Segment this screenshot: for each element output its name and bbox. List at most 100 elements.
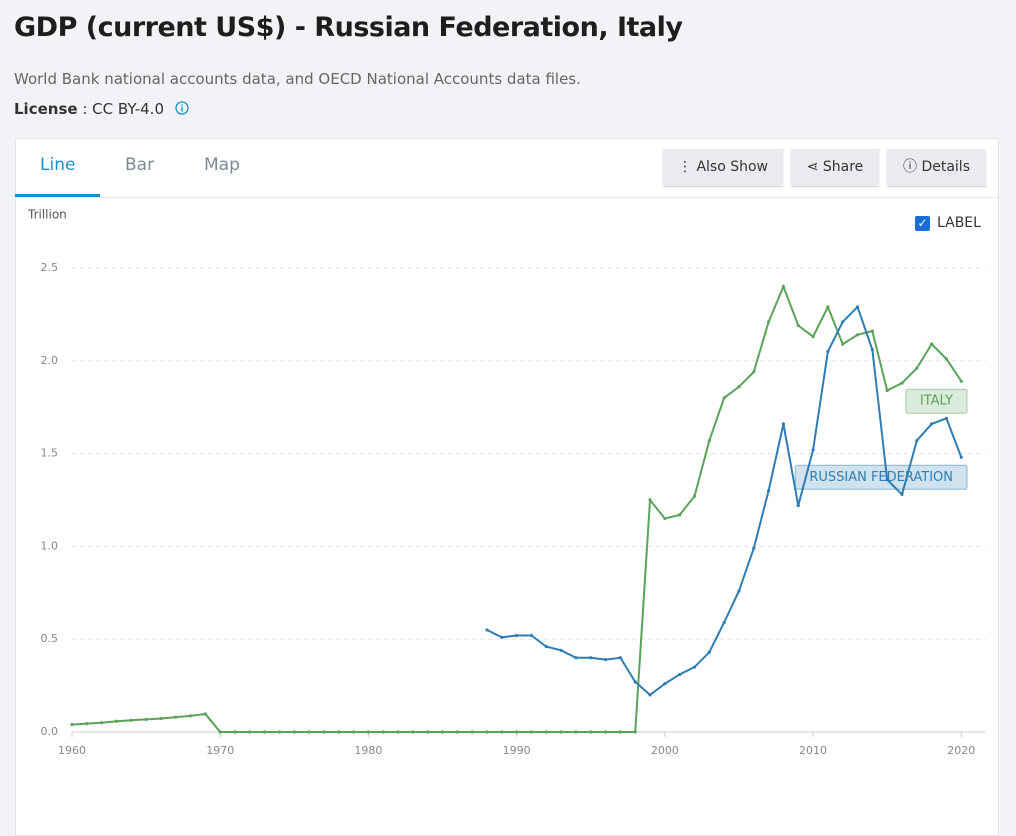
point [752,546,756,550]
point [796,323,800,328]
point [85,722,89,726]
point [707,650,711,654]
point [70,722,74,727]
point [114,719,119,723]
series-label: ITALY [905,388,968,414]
point [767,320,771,324]
point [100,721,104,725]
series-label: RUSSIAN FEDERATION [794,464,968,490]
point [218,730,222,734]
x-tick-label: 2020 [947,744,975,757]
point [737,385,741,389]
point [544,730,548,734]
point [589,730,593,734]
point [885,477,889,482]
point [648,498,652,502]
point [188,714,193,718]
point [485,628,489,632]
point [959,379,963,383]
point [722,396,726,400]
point [811,448,815,452]
point [411,730,415,734]
point [603,730,608,734]
tab[interactable]: Line [40,155,76,175]
point [826,305,830,309]
button-label: Share [822,159,864,175]
point [663,682,667,686]
point [826,349,830,354]
point [322,730,326,734]
x-tick-label: 2000 [651,744,679,757]
source: World Bank national accounts data, and O… [14,70,581,88]
point [603,658,608,662]
point [692,665,697,669]
series-label-text: ITALY [920,394,953,409]
point [900,381,904,385]
button-label: Details [921,159,970,175]
series-label-text: RUSSIAN FEDERATION [809,470,953,485]
tab-underline [15,194,100,197]
point [959,455,963,459]
point [500,635,504,639]
point [633,680,637,684]
tab[interactable]: Bar [125,155,155,175]
point [426,730,430,734]
x-tick-label: 1960 [58,744,86,757]
point [722,620,726,625]
point [870,329,874,333]
y-tick-label: 2.0 [41,354,59,367]
series-line [486,305,963,697]
y-tick-label: 0.0 [41,725,59,738]
point [930,342,934,346]
point [885,388,889,393]
point [129,718,133,722]
license: License : CC BY-4.0 [14,100,189,118]
point [589,656,593,660]
y-tick-label: 1.0 [41,539,59,552]
point [396,730,400,734]
point [811,335,815,339]
share-button[interactable]: ⋖ Share [791,149,879,186]
series-label-box [794,464,968,490]
point [381,730,385,734]
point [307,730,311,734]
point [900,492,904,497]
details-button[interactable]: ⓘ Details [887,149,986,186]
point [440,730,445,734]
point [618,730,622,734]
point [944,357,949,361]
point [633,730,637,734]
point [292,730,296,734]
point [841,342,845,346]
point [529,730,534,734]
point [781,284,786,289]
point [618,656,622,660]
point [944,416,949,420]
point [796,503,800,508]
x-tick-label: 2010 [799,744,827,757]
point [159,716,163,721]
point [915,366,919,370]
point [678,513,682,517]
label-checkbox[interactable]: ✓ [915,216,930,231]
info-icon[interactable] [175,101,189,115]
point [855,333,860,337]
point [915,439,919,443]
y-unit: Trillion [27,208,67,222]
y-tick-label: 1.5 [41,447,59,460]
point [692,494,697,498]
y-tick-label: 0.5 [41,632,59,645]
tab[interactable]: Map [204,155,240,175]
point [352,730,356,734]
series-label-box [905,388,968,414]
point [574,730,578,734]
point [752,370,756,374]
point [337,730,341,734]
point [930,422,934,426]
also-show-button[interactable]: ⋮ Also Show [663,149,783,186]
point [767,489,771,493]
point [663,516,667,521]
license-value: : CC BY-4.0 [82,100,164,118]
point [277,730,282,734]
